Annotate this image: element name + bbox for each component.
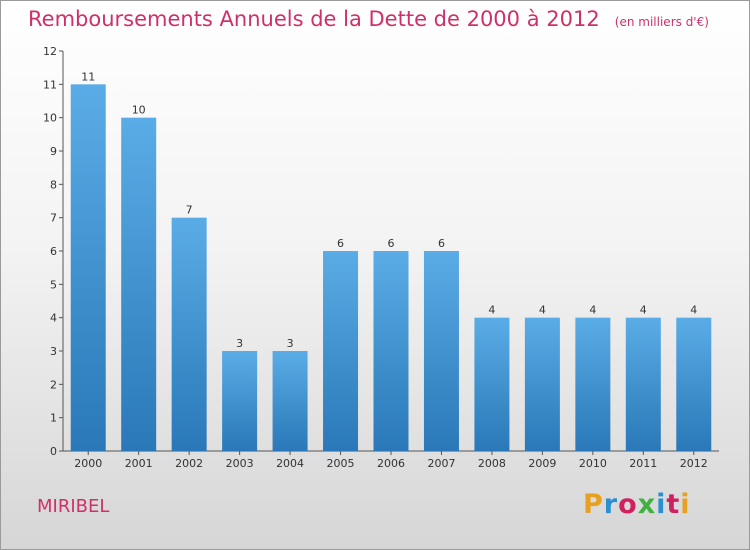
data-label: 6 — [388, 237, 395, 250]
x-tick-label: 2003 — [226, 457, 254, 470]
x-tick-label: 2005 — [327, 457, 355, 470]
bar — [676, 317, 712, 451]
brand-letter: i — [656, 489, 667, 520]
data-label: 10 — [132, 104, 146, 117]
chart-subtitle: (en milliers d'€) — [614, 15, 709, 29]
x-tick-label: 2002 — [175, 457, 203, 470]
data-label: 4 — [539, 304, 546, 317]
x-tick-label: 2009 — [528, 457, 556, 470]
data-label: 3 — [287, 337, 294, 350]
brand-letter: o — [618, 489, 638, 520]
y-tick-label: 4 — [50, 312, 57, 325]
y-tick-label: 8 — [50, 178, 57, 191]
chart-title: Remboursements Annuels de la Dette de 20… — [28, 7, 600, 31]
label-layer: 2000 11 2001 10 2002 7 2003 3 2004 3 2005 6 2006 6 200… — [74, 70, 708, 470]
brand-letter: t — [666, 489, 681, 520]
brand-letter: r — [603, 489, 619, 520]
brand-letter: i — [680, 489, 691, 520]
y-tick-label: 12 — [43, 45, 57, 58]
x-tick-label: 2008 — [478, 457, 506, 470]
bar — [272, 351, 308, 451]
data-label: 3 — [236, 337, 243, 350]
x-tick-label: 2001 — [125, 457, 153, 470]
data-label: 4 — [690, 304, 697, 317]
town-name: MIRIBEL — [37, 496, 110, 517]
data-label: 4 — [589, 304, 596, 317]
x-tick-label: 2007 — [427, 457, 455, 470]
bar — [70, 84, 106, 451]
bar — [222, 351, 258, 451]
data-label: 6 — [337, 237, 344, 250]
bar — [373, 251, 409, 451]
bar — [524, 317, 560, 451]
bar — [625, 317, 661, 451]
x-tick-label: 2000 — [74, 457, 102, 470]
y-tick-label: 6 — [50, 245, 57, 258]
y-tick-label: 0 — [50, 445, 57, 458]
bar — [171, 217, 207, 451]
x-tick-label: 2010 — [579, 457, 607, 470]
data-label: 6 — [438, 237, 445, 250]
y-tick-label: 2 — [50, 378, 57, 391]
y-tick-label: 1 — [50, 412, 57, 425]
x-tick-label: 2011 — [629, 457, 657, 470]
data-label: 11 — [81, 70, 95, 83]
brand-letter: P — [583, 489, 604, 520]
y-tick-label: 7 — [50, 212, 57, 225]
y-tick-label: 11 — [43, 78, 57, 91]
bar — [423, 251, 459, 451]
y-tick-label: 5 — [50, 278, 57, 291]
data-label: 4 — [488, 304, 495, 317]
x-tick-label: 2006 — [377, 457, 405, 470]
bar — [474, 317, 510, 451]
title-row: Remboursements Annuels de la Dette de 20… — [28, 7, 709, 31]
data-label: 7 — [186, 204, 193, 217]
y-tick-label: 10 — [43, 112, 57, 125]
y-tick-label: 3 — [50, 345, 57, 358]
y-tick-label: 9 — [50, 145, 57, 158]
proxiti-logo[interactable]: Proxiti — [583, 489, 691, 520]
bar — [575, 317, 611, 451]
bar — [121, 117, 157, 452]
data-label: 4 — [640, 304, 647, 317]
x-tick-label: 2004 — [276, 457, 304, 470]
x-tick-label: 2012 — [680, 457, 708, 470]
brand-letter: x — [637, 489, 657, 520]
bar — [323, 251, 359, 451]
bar-layer — [70, 84, 712, 452]
